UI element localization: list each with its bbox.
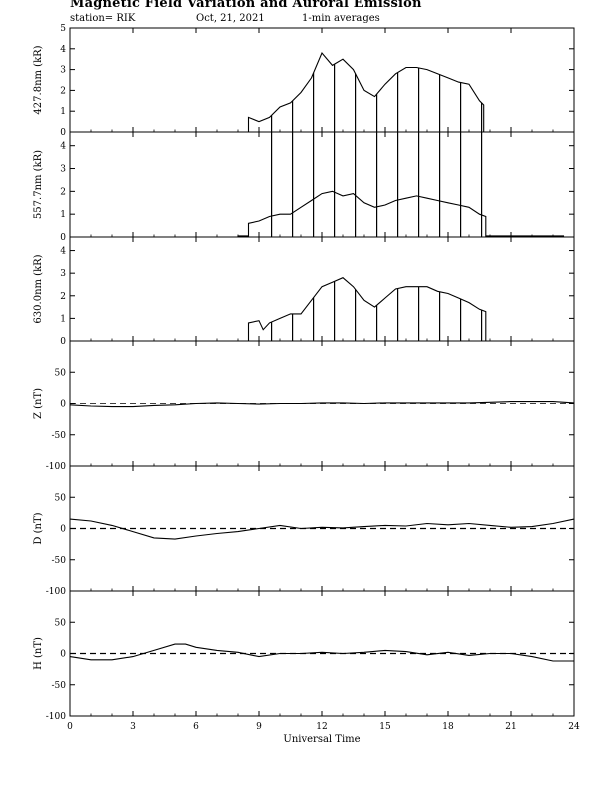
panel-3-frame: [69, 236, 575, 342]
panel-2-ytick-label: 3: [60, 165, 66, 175]
panel-3-series-line: [70, 277, 574, 342]
panel-6-ytick-label: 50: [55, 618, 67, 628]
panel-5-ytick-label: 0: [60, 525, 66, 535]
panel-1-series-line: [70, 51, 574, 133]
panel-2-ytick-label: 4: [60, 142, 66, 152]
station-label: station= RIK: [70, 13, 136, 24]
panel-2-ytick-label: 1: [60, 210, 66, 220]
panel-6-xtick-label: 21: [505, 722, 516, 732]
panel-3-ytick-label: 2: [60, 292, 66, 302]
panel-1-ytick-label: 2: [60, 86, 66, 96]
panel-6-xtick-label: 18: [442, 722, 454, 732]
panel-6-xtick-label: 12: [316, 722, 327, 732]
panel-4-ytick-label: 50: [55, 368, 67, 378]
panel-5-ytick-label: -50: [52, 556, 67, 566]
panel-4-series-line: [69, 401, 575, 408]
panel-6-xtick-label: 24: [568, 722, 580, 732]
panel-6-ylabel: H (nT): [33, 637, 44, 670]
panel-6-xtick-label: 3: [130, 722, 136, 732]
panel-6-ytick-label: -100: [46, 712, 66, 722]
panel-4-ytick-label: -50: [52, 431, 67, 441]
panel-3-ytick-label: 3: [60, 269, 66, 279]
panel-3-ylabel: 630.0nm (kR): [33, 254, 44, 323]
panel-1-ytick-label: 3: [60, 66, 66, 76]
x-axis-label: Universal Time: [283, 734, 360, 745]
panel-4-ylabel: Z (nT): [33, 388, 44, 419]
panel-2-ylabel: 557.7nm (kR): [33, 150, 44, 219]
panel-3-ytick-label: 4: [60, 247, 66, 257]
panel-1-ytick-label: 5: [60, 24, 66, 34]
panel-5-series-line: [69, 518, 575, 540]
panel-6-series-line: [69, 643, 574, 662]
panel-6-ytick-label: 0: [60, 650, 66, 660]
panel-4-ytick-label: -100: [46, 462, 66, 472]
panel-6-ytick-label: -50: [52, 681, 67, 691]
panel-1-ytick-label: 0: [60, 128, 66, 138]
panel-5-ytick-label: -100: [46, 587, 66, 597]
panel-1-ylabel: 427.8nm (kR): [33, 45, 44, 114]
panel-1-frame: [69, 27, 575, 133]
date-label: Oct, 21, 2021: [196, 13, 265, 24]
panel-2-ytick-label: 2: [60, 187, 66, 197]
averaging-label: 1-min averages: [302, 13, 380, 24]
panel-6-xtick-label: 0: [67, 722, 73, 732]
panel-3-ytick-label: 1: [60, 314, 66, 324]
panel-1-ytick-label: 4: [60, 45, 66, 55]
panel-2-ytick-label: 0: [60, 233, 66, 243]
panel-5-ytick-label: 50: [55, 493, 67, 503]
panel-1-ytick-label: 1: [60, 107, 66, 117]
chart-title: Magnetic Field Variation and Auroral Emi…: [70, 0, 422, 11]
panel-3-ytick-label: 0: [60, 337, 66, 347]
panel-6-xtick-label: 9: [256, 722, 262, 732]
panel-6-xtick-label: 6: [193, 722, 199, 732]
panel-2-frame: [69, 131, 575, 238]
panel-2-series-line: [70, 190, 574, 238]
panel-5-ylabel: D (nT): [33, 512, 44, 544]
panel-4-ytick-label: 0: [60, 400, 66, 410]
panel-6-xtick-label: 15: [379, 722, 391, 732]
